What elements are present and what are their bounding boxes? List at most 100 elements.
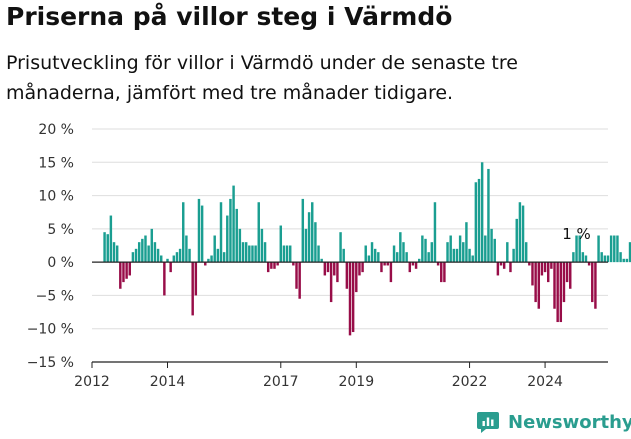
bar (572, 252, 575, 263)
bar (392, 245, 396, 263)
bar (128, 262, 131, 276)
bar (282, 245, 286, 263)
bar (251, 245, 254, 263)
bar (540, 262, 544, 276)
bar (471, 255, 474, 263)
bar (342, 248, 345, 263)
bar (373, 248, 377, 263)
y-tick-label: 5 % (47, 222, 74, 238)
bar (587, 262, 591, 266)
bar (455, 248, 459, 263)
bar (333, 262, 336, 276)
x-tick-label: 2014 (150, 374, 186, 390)
bar (210, 255, 213, 263)
bar (616, 235, 619, 263)
bar (603, 255, 607, 263)
bar (578, 235, 581, 263)
bar (317, 245, 320, 263)
bar (386, 262, 389, 266)
bar (480, 162, 484, 263)
bar (584, 255, 588, 263)
bar (153, 242, 157, 263)
y-tick-label: 0 % (47, 255, 74, 271)
bar (531, 262, 534, 286)
bar (355, 262, 358, 293)
x-tick-label: 2019 (338, 374, 374, 390)
bar (207, 258, 210, 263)
bar (197, 198, 201, 263)
bar (377, 252, 380, 263)
bar (509, 262, 512, 273)
bar (172, 255, 176, 263)
bar (292, 262, 295, 266)
bar (329, 262, 333, 303)
bar (496, 262, 500, 276)
bar (462, 242, 465, 263)
bar (244, 242, 248, 263)
bar (550, 262, 553, 269)
bar (622, 258, 625, 263)
bar (131, 252, 135, 263)
newsworthy-logo: Newsworthy (476, 408, 631, 436)
chart-subtitle: Prisutveckling för villor i Värmdö under… (6, 52, 518, 104)
bar (569, 262, 572, 289)
bar (484, 235, 487, 263)
bar (477, 178, 481, 263)
bar (160, 255, 163, 263)
gridlines (92, 128, 608, 330)
bar (575, 235, 578, 263)
bar (433, 202, 437, 263)
bar (235, 208, 238, 263)
bar (487, 168, 490, 263)
bar (524, 242, 528, 263)
bar (134, 248, 138, 263)
bar (367, 255, 371, 263)
bar (276, 262, 279, 266)
bar (411, 262, 415, 266)
bar (263, 242, 267, 263)
bar (591, 262, 594, 303)
bar (150, 228, 154, 263)
bar (619, 252, 622, 263)
bar (528, 262, 531, 266)
bar (465, 222, 468, 263)
bar (219, 202, 223, 263)
bar (204, 262, 207, 266)
bar (200, 205, 204, 263)
bar (175, 252, 179, 263)
bar (440, 262, 443, 283)
bar (339, 232, 342, 263)
bar (182, 202, 185, 263)
bar (106, 234, 109, 263)
bar (232, 185, 235, 263)
bar (307, 212, 311, 263)
bar (326, 262, 330, 273)
bar (266, 262, 270, 273)
bar (436, 262, 440, 266)
bar (109, 215, 113, 263)
bar (112, 242, 116, 263)
bar (559, 262, 563, 323)
bar (594, 262, 597, 309)
bar (521, 205, 525, 263)
y-tick-label: 15 % (38, 155, 74, 171)
bar (380, 262, 383, 273)
bar (458, 235, 462, 263)
bar (518, 202, 522, 263)
bar (216, 248, 220, 263)
bar (163, 262, 166, 296)
bar (351, 262, 355, 333)
bar (370, 242, 374, 263)
bar (137, 242, 141, 263)
bar (613, 235, 616, 263)
bar (581, 252, 585, 263)
bar (502, 262, 506, 269)
bar (543, 262, 547, 273)
bar (301, 198, 305, 263)
y-tick-label: −10 % (27, 322, 74, 338)
bar (166, 258, 169, 263)
bar (260, 228, 264, 263)
bar (609, 235, 613, 263)
bar (537, 262, 541, 309)
